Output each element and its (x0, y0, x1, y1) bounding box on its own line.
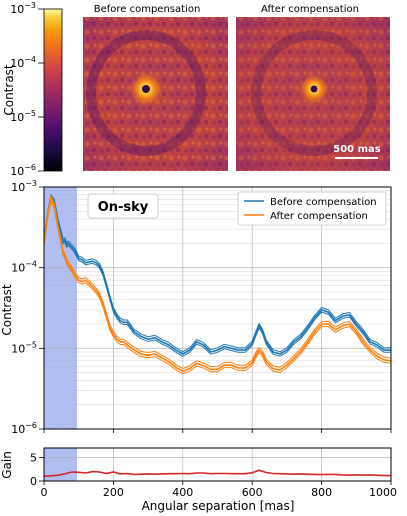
image-title-after: After compensation (261, 4, 359, 15)
gain-y-ticks: 05 (30, 451, 44, 488)
gain-plot-frame (43, 447, 392, 482)
contrast-shaded-region-layer (44, 187, 77, 429)
gain-series-layer (44, 469, 391, 478)
contrast-y-tick-label: 10−4 (11, 260, 37, 275)
gain-x-tick-label: 400 (172, 486, 193, 499)
colorbar-ylabel: Contrast (2, 64, 16, 116)
gain-x-tick-label: 800 (311, 486, 332, 499)
legend: Before compensation After compensation (237, 191, 387, 226)
contrast-y-tick-label: 10−3 (11, 179, 37, 194)
image-panel-after: After compensation 500 mas (236, 4, 390, 171)
series-after-line (44, 195, 391, 369)
contrast-plot-frame (43, 186, 392, 430)
image-title-before: Before compensation (94, 4, 201, 15)
colorbar: 10−3 10−4 10−5 10−6 Contrast (2, 1, 63, 178)
contrast-series-layer (44, 194, 391, 375)
psf-center-before (142, 85, 150, 93)
gain-y-tick-label: 0 (30, 475, 37, 488)
legend-label-after: After compensation (270, 211, 368, 222)
series-after-line (44, 197, 391, 372)
dark-ring-after (251, 30, 377, 156)
colorbar-gradient (43, 8, 63, 172)
series-after-line (44, 200, 391, 375)
contrast-plot-area (44, 187, 391, 429)
series-before-line (44, 194, 391, 353)
series-before-line (44, 198, 391, 357)
contrast-y-tick-label: 10−5 (11, 340, 37, 355)
contrast-ylabel: Contrast (0, 284, 14, 336)
gain-xlabel: Angular separation [mas] (142, 499, 295, 513)
gain-y-tick-label: 5 (30, 451, 37, 464)
contrast-x-ticks (43, 429, 392, 433)
onsky-box (87, 193, 159, 219)
colorbar-tick-label: 10−6 (10, 163, 36, 178)
contrast-shaded-region (44, 187, 77, 429)
image-panel-before: Before compensation (83, 4, 228, 171)
gain-x-tick-label: 600 (242, 486, 263, 499)
colorbar-tick-label: 10−5 (10, 109, 36, 124)
gain-x-tick-label: 1000 (369, 486, 397, 499)
gain-plot-area (44, 448, 391, 481)
gain-ylabel: Gain (0, 451, 14, 479)
colorbar-tick-label: 10−4 (10, 55, 36, 70)
onsky-annotation: On-sky (98, 200, 149, 215)
gain-x-tick-label: 200 (103, 486, 124, 499)
contrast-y-tick-label: 10−6 (11, 421, 37, 436)
gain-x-ticks: 0 200 400 600 800 1000 (41, 481, 397, 499)
contrast-plot: 10−3 10−4 10−5 10−6 Contrast On-sky Before … (0, 179, 392, 436)
legend-box (237, 191, 387, 226)
scale-bar-label: 500 mas (333, 144, 381, 155)
colorbar-ticks: 10−3 10−4 10−5 10−6 (10, 1, 44, 178)
gain-plot: 05 0 200 400 600 800 1000 Gain Angular separa… (0, 447, 397, 513)
contrast-y-ticks: 10−3 10−4 10−5 10−6 (11, 179, 44, 436)
dark-ring-before (86, 30, 206, 156)
psf-center-after (310, 85, 318, 93)
legend-label-before: Before compensation (270, 197, 377, 208)
gain-series-line (44, 469, 391, 478)
series-before-line (44, 196, 391, 355)
gain-x-tick-label: 0 (41, 486, 48, 499)
colorbar-tick-label: 10−3 (10, 1, 36, 16)
